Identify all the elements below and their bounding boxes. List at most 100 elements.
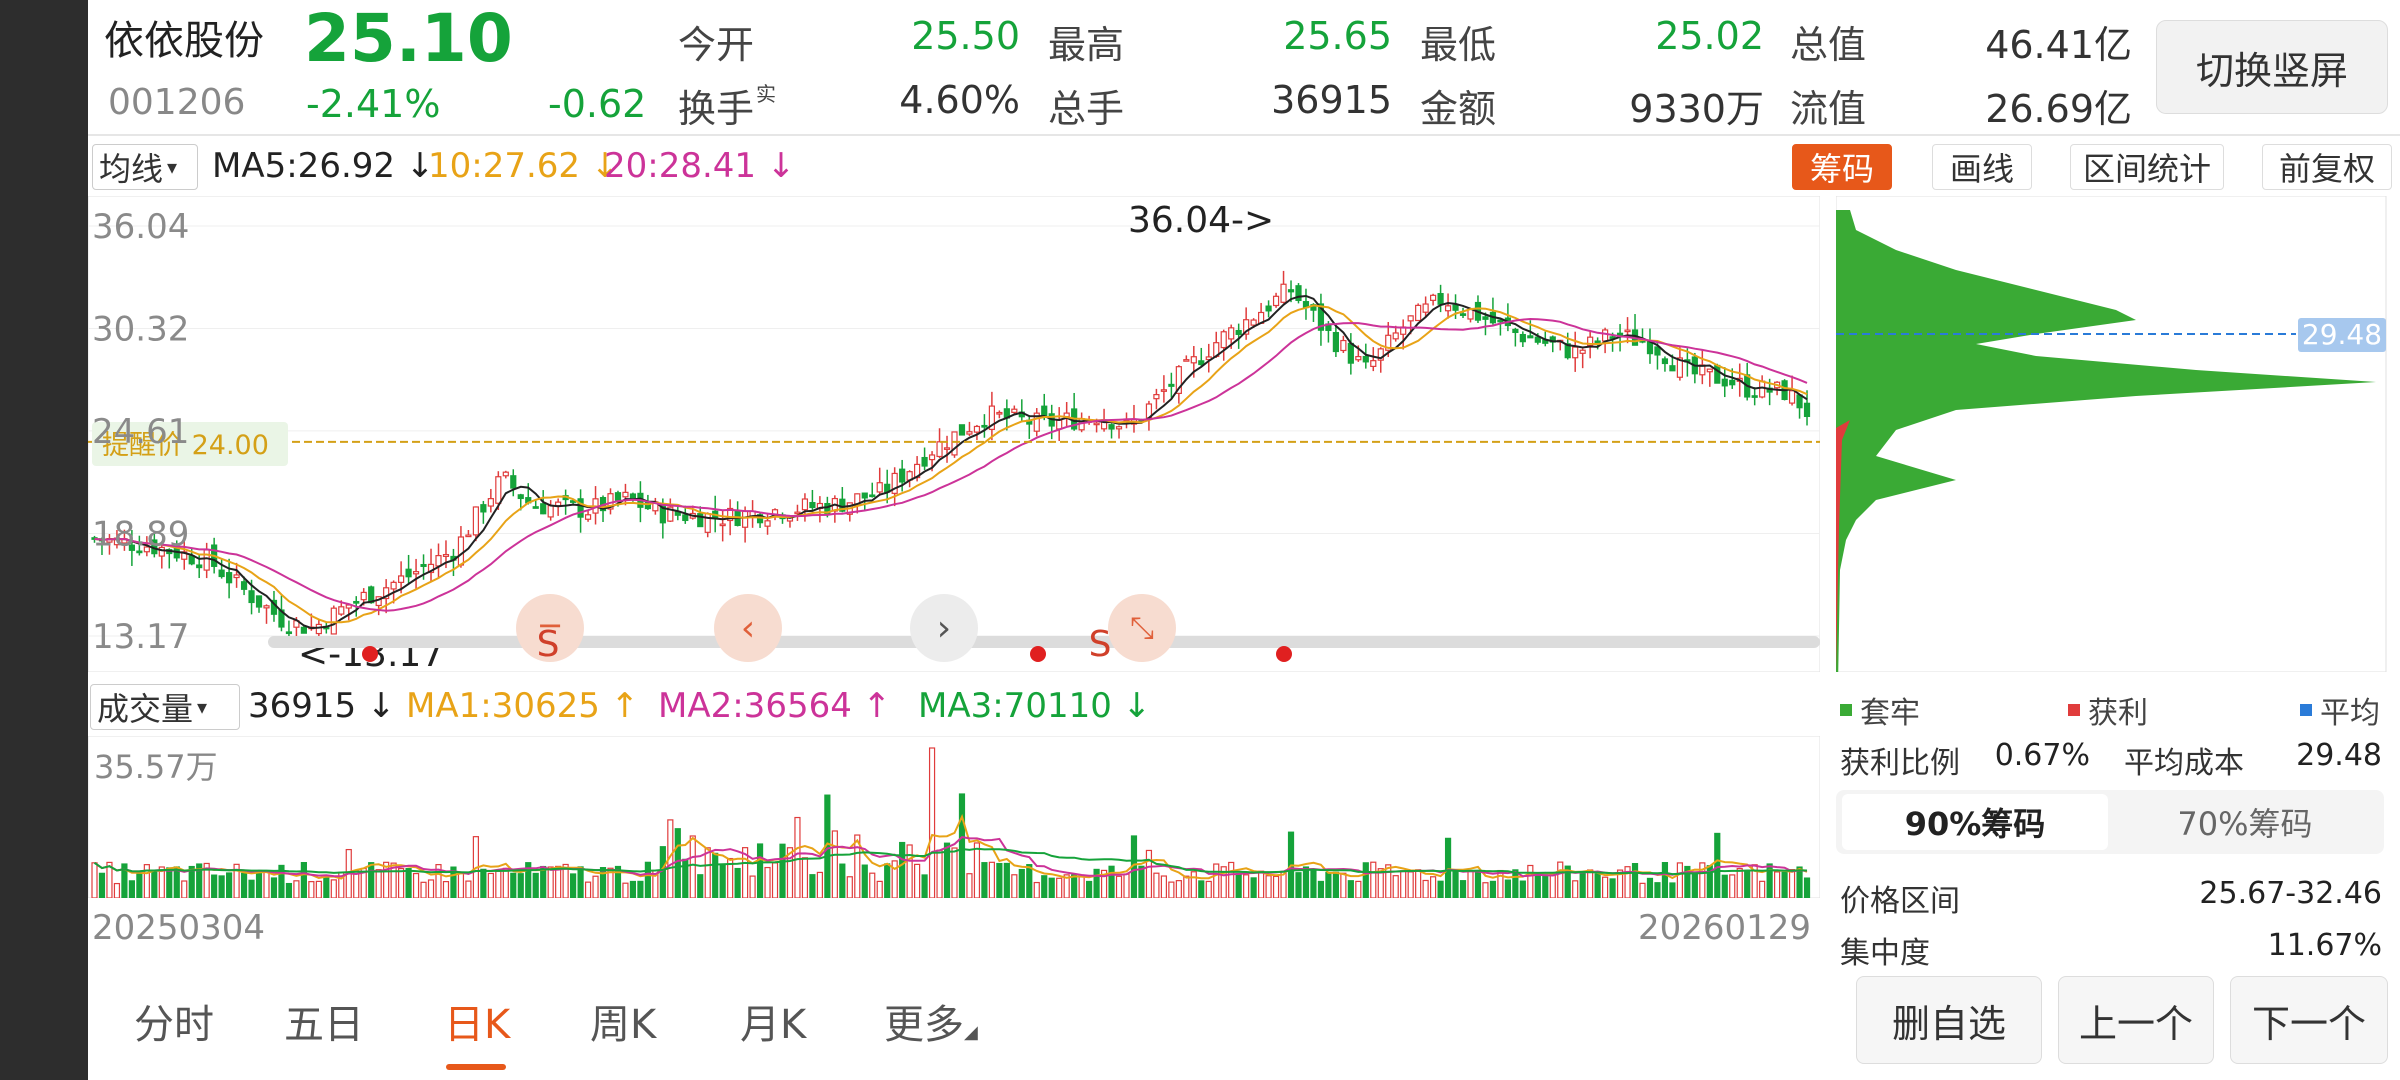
volume-bar	[839, 863, 846, 898]
candle-body	[1168, 383, 1175, 387]
volume-bar	[1317, 880, 1325, 898]
candle-body	[1482, 316, 1489, 320]
volume-bar	[1744, 870, 1751, 898]
volume-bar	[188, 865, 195, 898]
volume-chart[interactable]: 35.57万	[88, 736, 1820, 898]
volume-bar	[1041, 875, 1048, 898]
volume-bar	[525, 862, 532, 898]
remove-favorite-button[interactable]: 删自选	[1856, 976, 2042, 1064]
volume-bar	[899, 841, 906, 898]
volume-bar	[203, 862, 210, 898]
candle-body	[181, 551, 188, 560]
move-left-button[interactable]	[714, 594, 782, 662]
candle-body	[1183, 359, 1190, 362]
range-stats-button[interactable]: 区间统计	[2070, 144, 2224, 190]
volume-select[interactable]: 成交量 ▾	[90, 684, 240, 730]
candle-body	[1272, 295, 1280, 307]
tab-chip-70[interactable]: 70%筹码	[2177, 805, 2313, 843]
chip-distribution-chart: 29.48	[1836, 196, 2387, 672]
stock-code: 001206	[108, 82, 246, 123]
chip-button[interactable]: 筹码	[1792, 144, 1892, 190]
volume-bar	[1557, 861, 1564, 898]
volume-bar	[951, 847, 958, 898]
avg-cost-tag-text: 29.48	[2302, 318, 2382, 351]
candle-body	[390, 581, 397, 590]
legend-average-swatch	[2300, 704, 2312, 716]
volume-ma-line	[93, 847, 1808, 876]
tab-daily-k[interactable]: 日K	[444, 1002, 511, 1048]
candle-body	[704, 513, 711, 533]
candle-body	[1011, 408, 1018, 413]
volume-bar	[323, 876, 330, 898]
avg-cost-tag	[2298, 318, 2386, 352]
candle-body	[315, 623, 322, 635]
candle-body	[495, 476, 502, 504]
volume-bar	[756, 843, 764, 898]
volume-bar	[1063, 874, 1070, 898]
volume-bar	[988, 861, 995, 898]
volume-bar	[398, 867, 405, 898]
candle-body	[1534, 336, 1541, 343]
volume-bar	[1003, 862, 1010, 898]
legend-trapped: 套牢	[1840, 688, 1920, 732]
volume-bar	[151, 869, 158, 898]
candle-body	[465, 534, 472, 538]
candle-body	[682, 514, 689, 522]
candle-body	[263, 605, 270, 609]
ma10-value: 10:27.62 ↓	[428, 146, 620, 186]
move-right-button[interactable]	[910, 594, 978, 662]
candle-body	[300, 626, 307, 634]
kline-grid	[88, 225, 1820, 637]
volume-bar	[831, 830, 838, 898]
volume-bar	[1661, 862, 1669, 898]
tab-more[interactable]: 更多◢	[884, 992, 978, 1050]
volume-bar	[1123, 873, 1130, 898]
volume-bar	[1415, 869, 1422, 898]
volume-bar	[801, 857, 809, 898]
kline-chart[interactable]: 提醒价 24.00 36.04 30.32 24.61 18.89 13.17 36.0…	[88, 196, 1820, 672]
candle-body	[330, 607, 337, 635]
volume-bar	[727, 857, 734, 898]
volume-bar	[1549, 874, 1556, 898]
volume-bar	[1452, 871, 1459, 898]
candle-body	[1033, 412, 1040, 432]
previous-stock-button[interactable]: 上一个	[2058, 976, 2214, 1064]
candle-body	[1347, 342, 1354, 364]
volume-bar	[1489, 880, 1497, 898]
volume-bar	[861, 864, 868, 898]
volume-bar	[368, 862, 375, 898]
tab-five-day[interactable]: 五日	[284, 1002, 364, 1048]
y-tick-label: 18.89	[92, 514, 189, 554]
volume-bar	[375, 869, 382, 898]
ma-select[interactable]: 均线 ▾	[92, 144, 198, 190]
candle-body	[1115, 426, 1123, 430]
collapse-button[interactable]	[1108, 594, 1176, 662]
candle-body	[1497, 319, 1504, 323]
chart-scrollbar[interactable]	[268, 636, 1820, 648]
candle-body	[1228, 327, 1235, 340]
alert-price-tag[interactable]	[92, 422, 288, 466]
candle-body	[412, 571, 420, 575]
legend-profit-label: 获利	[2088, 696, 2148, 731]
volume-bar	[450, 866, 457, 898]
volume-bar	[577, 866, 584, 898]
adjust-button[interactable]: 前复权	[2262, 144, 2392, 190]
volume-bar	[1145, 849, 1153, 898]
candle-body	[158, 546, 165, 557]
draw-line-button[interactable]: 画线	[1932, 144, 2032, 190]
tab-monthly-k[interactable]: 月K	[740, 1002, 807, 1048]
candle-body	[1407, 315, 1414, 322]
volume-bar	[263, 870, 270, 898]
candle-body	[1661, 358, 1669, 365]
tab-chip-90[interactable]: 90%筹码	[1842, 794, 2108, 850]
zoom-out-button[interactable]	[516, 594, 584, 662]
switch-portrait-button[interactable]: 切换竖屏	[2156, 20, 2388, 114]
tab-weekly-k[interactable]: 周K	[590, 1002, 657, 1048]
candle-body	[1220, 331, 1227, 349]
volume-bar	[809, 874, 816, 898]
volume-bar	[427, 879, 435, 898]
tab-intraday[interactable]: 分时	[134, 1002, 214, 1048]
candle-body	[1287, 289, 1295, 293]
next-stock-button[interactable]: 下一个	[2230, 976, 2388, 1064]
volume-bar	[1669, 882, 1676, 898]
